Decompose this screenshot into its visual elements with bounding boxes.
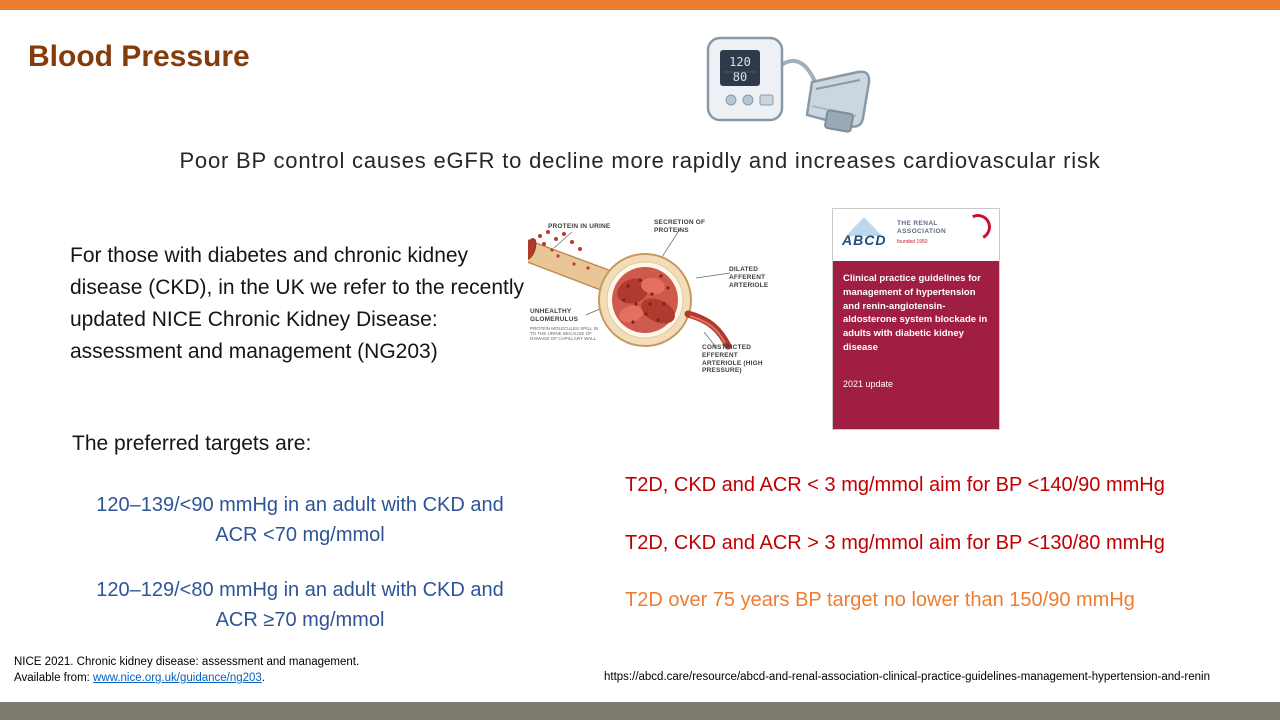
footnote-nice: NICE 2021. Chronic kidney disease: asses…	[14, 654, 359, 686]
guideline-cover-header: ABCD THE RENAL ASSOCIATION founded 1950	[833, 209, 999, 261]
label-constricted-efferent-arteriole: CONSTRICTED EFFERENT ARTERIOLE (HIGH PRE…	[702, 344, 763, 375]
label-unhealthy-glomerulus-note: PROTEIN MOLECULES SPILL IN TO THE URINE …	[530, 325, 599, 342]
footnote-nice-line1: NICE 2021. Chronic kidney disease: asses…	[14, 656, 360, 668]
target-1-line1: 120–139/<90 mmHg in an adult with CKD an…	[96, 494, 504, 516]
top-accent-bar	[0, 0, 1280, 10]
label-protein-in-urine: PROTEIN IN URINE	[548, 223, 611, 230]
footnote-nice-prefix: Available from:	[14, 672, 94, 684]
renal-association-founded: founded 1950	[897, 238, 928, 245]
guideline-cover-body: Clinical practice guidelines for managem…	[833, 261, 999, 429]
guideline-cover: ABCD THE RENAL ASSOCIATION founded 1950 …	[832, 208, 1000, 430]
bp-rule-2: T2D, CKD and ACR > 3 mg/mmol aim for BP …	[625, 532, 1165, 554]
target-1: 120–139/<90 mmHg in an adult with CKD an…	[55, 490, 545, 550]
abcd-logo: ABCD	[841, 217, 889, 253]
target-2-line2: ACR ≥70 mg/mmol	[215, 609, 385, 631]
label-unhealthy-glomerulus: UNHEALTHY GLOMERULUS PROTEIN MOLECULES S…	[530, 308, 606, 342]
renal-association-logo: THE RENAL ASSOCIATION founded 1950	[897, 220, 955, 245]
bp-rule-3: T2D over 75 years BP target no lower tha…	[625, 589, 1135, 611]
bp-monitor-icon: 120 80	[706, 36, 871, 133]
subtitle: Poor BP control causes eGFR to decline m…	[179, 148, 1101, 173]
abcd-logo-text: ABCD	[842, 232, 887, 248]
target-1-line2: ACR <70 mg/mmol	[215, 524, 385, 546]
label-dilated-afferent-arteriole: DILATED AFFERENT ARTERIOLE	[729, 266, 769, 289]
abcd-triangle-icon	[846, 217, 882, 236]
page-title: Blood Pressure	[28, 40, 250, 73]
nice-guidance-link[interactable]: www.nice.org.uk/guidance/ng203	[93, 672, 262, 684]
guideline-cover-edition: 2021 update	[843, 378, 894, 389]
intro-paragraph: For those with diabetes and chronic kidn…	[70, 244, 525, 363]
footnote-nice-line2: Available from: www.nice.org.uk/guidance…	[14, 670, 359, 686]
label-secretion-of-proteins: SECRETION OF PROTEINS	[654, 219, 706, 234]
renal-swoosh-icon	[961, 210, 995, 244]
bottom-footer-bar	[0, 702, 1280, 720]
footnote-abcd-url: https://abcd.care/resource/abcd-and-rena…	[604, 671, 1210, 683]
footnote-nice-suffix: .	[261, 672, 266, 684]
targets-intro: The preferred targets are:	[72, 432, 312, 455]
bp-rule-1: T2D, CKD and ACR < 3 mg/mmol aim for BP …	[625, 474, 1165, 496]
guideline-cover-title: Clinical practice guidelines for managem…	[843, 273, 988, 353]
bp-display-systolic: 120	[729, 55, 751, 69]
glomerulus-illustration-icon	[528, 228, 732, 350]
label-unhealthy-glomerulus-title: UNHEALTHY GLOMERULUS	[530, 308, 579, 323]
glomerulus-diagram: PROTEIN IN URINE SECRETION OF PROTEINS D…	[528, 216, 780, 396]
bp-monitor-image: 120 80	[700, 26, 875, 138]
target-2: 120–129/<80 mmHg in an adult with CKD an…	[55, 575, 545, 635]
target-2-line1: 120–129/<80 mmHg in an adult with CKD an…	[96, 579, 504, 601]
bp-display-diastolic: 80	[733, 70, 747, 84]
renal-association-text: THE RENAL ASSOCIATION	[897, 220, 947, 236]
